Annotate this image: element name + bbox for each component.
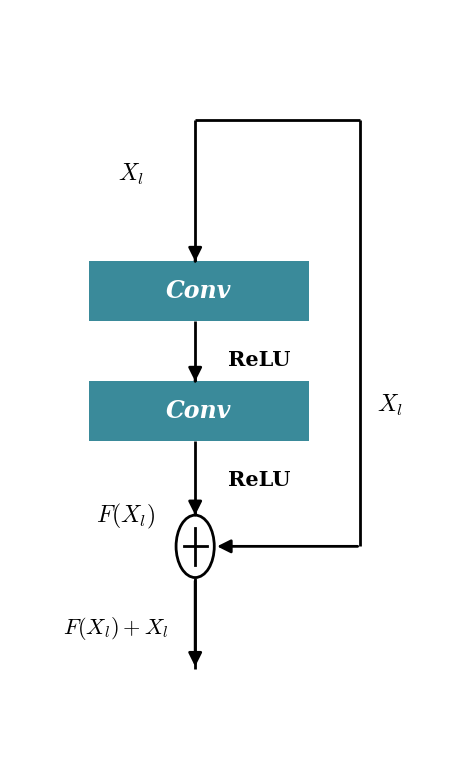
Text: ReLU: ReLU [228, 351, 291, 370]
Ellipse shape [176, 515, 214, 577]
Bar [89, 382, 309, 442]
Text: $X_l$: $X_l$ [377, 393, 403, 418]
Text: Conv: Conv [166, 280, 231, 304]
Text: $F(X_l)$: $F(X_l)$ [96, 502, 155, 531]
Text: $X_l$: $X_l$ [118, 162, 144, 187]
Text: Conv: Conv [166, 400, 231, 424]
Bar [89, 262, 309, 322]
Text: $F(X_l)+X_l$: $F(X_l)+X_l$ [63, 615, 168, 642]
Text: ReLU: ReLU [228, 471, 291, 490]
